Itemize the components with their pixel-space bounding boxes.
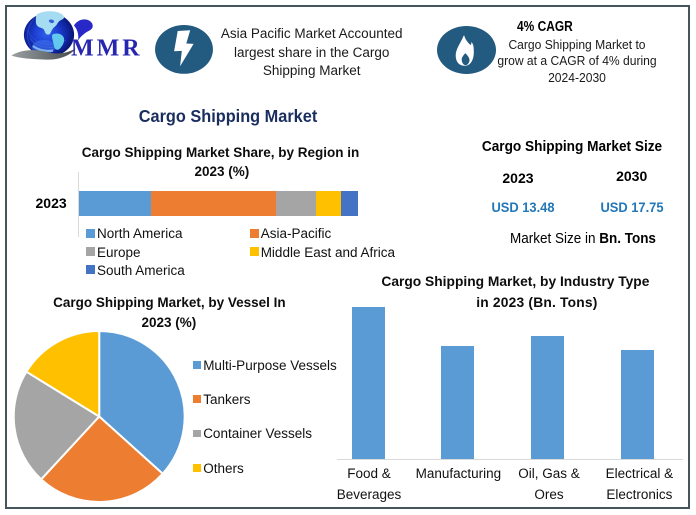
svg-text:MMR: MMR <box>71 35 143 61</box>
